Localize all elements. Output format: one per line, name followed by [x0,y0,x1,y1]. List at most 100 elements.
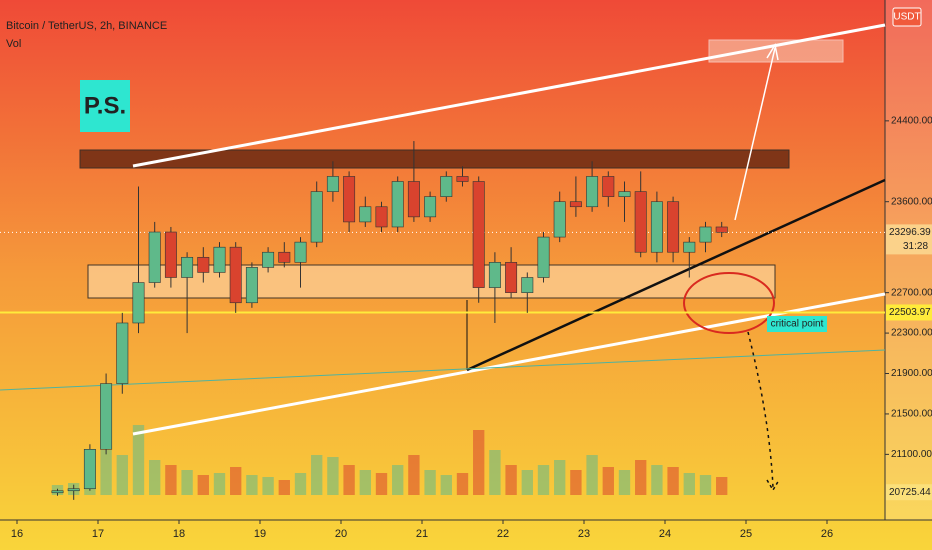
arrow-down-head [766,479,780,492]
volume-bar [246,475,258,495]
chart-title: Bitcoin / TetherUS, 2h, BINANCE [6,20,167,32]
volume-bar [262,477,274,495]
x-tick-label: 26 [821,528,833,540]
volume-title: Vol [6,38,21,50]
volume-bar [651,465,663,495]
support-price-label: 22503.97 [889,307,931,318]
volume-marker-label: 20725.44 [889,487,931,498]
volume-bar [343,465,355,495]
candle-body [569,201,582,208]
x-tick-label: 17 [92,528,104,540]
volume-bar [635,460,647,495]
x-tick-label: 25 [740,528,752,540]
volume-bar [100,450,112,495]
volume-bar [230,467,242,495]
currency-box[interactable] [892,7,922,27]
x-tick-label: 16 [11,528,23,540]
volume-bar [473,430,485,495]
volume-bar [213,473,226,495]
candle-body [310,191,323,243]
volume-bar [375,473,388,495]
candle-body [537,236,550,278]
arrow-up [734,47,776,221]
candle-body [505,262,518,293]
drawings [0,23,886,492]
last-price-box [886,224,932,255]
candle-body [229,246,242,304]
candle-body [618,191,631,197]
y-tick-label: 23600.00 [891,196,932,207]
candle-body [148,231,161,283]
candle-body [51,490,64,494]
volume-bar [699,475,712,495]
candle-body [456,176,469,182]
volume-bar [392,465,404,495]
volume-bar [456,473,469,495]
candle-body [602,176,615,197]
candle-body [262,251,275,268]
x-tick-label: 23 [578,528,590,540]
candle-body [100,383,113,450]
volume-bar [359,470,371,495]
candle-body [132,282,145,324]
candle-body [116,322,129,384]
candle-body [699,226,712,243]
candle-body [683,241,696,253]
candle-body [424,196,437,218]
volume-bar [537,465,550,495]
candle-body [521,277,534,293]
candle-body [343,176,356,223]
teal-line [0,349,886,391]
critical-box [767,316,827,332]
volume-bar [716,477,728,495]
y-tick-label: 24400.00 [891,115,932,126]
volume-bar [165,465,177,495]
y-tick-label: 21500.00 [891,409,932,420]
upper-trendline [132,23,886,168]
volume-bar [278,480,290,495]
candle-body [553,201,566,238]
ps-box [80,80,130,132]
volume-bar [311,455,323,495]
ps-label: P.S. [84,92,126,119]
support-price-box [886,304,932,321]
candle-body [391,181,404,228]
volume-bar [116,455,128,495]
candle-body [375,206,388,228]
candle-body [245,267,258,304]
volume-bar [570,470,582,495]
y-tick-label: 21900.00 [891,368,932,379]
volume-bar [149,460,161,495]
volume-bar [602,467,614,495]
candle-body [213,246,226,273]
x-tick-label: 24 [659,528,671,540]
y-tick-label: 22300.00 [891,328,932,339]
x-tick-label: 19 [254,528,266,540]
candle-body [715,226,728,233]
candle-body [650,201,663,253]
volume-bar [489,450,501,495]
y-tick-label: 22700.00 [891,287,932,298]
volume-bar [408,455,420,495]
x-tick-label: 20 [335,528,347,540]
volume-bar [586,455,598,495]
candle-body [294,241,307,263]
countdown-label: 31:28 [903,241,928,252]
critical-label: critical point [771,319,824,330]
x-tick-label: 22 [497,528,509,540]
candle-body [407,181,420,218]
candle-body [164,231,177,278]
candle-body [634,191,647,253]
volume-bar [424,470,436,495]
candle-body [440,176,453,197]
arrow-up-head [766,42,779,61]
volume-bar [521,470,533,495]
rising-trendline [466,178,886,372]
currency-label[interactable]: USDT [893,12,920,23]
candle-body [326,176,339,192]
volume-bar [554,460,566,495]
x-tick-label: 18 [173,528,185,540]
candle-body [488,262,501,288]
candle-body [83,449,96,490]
